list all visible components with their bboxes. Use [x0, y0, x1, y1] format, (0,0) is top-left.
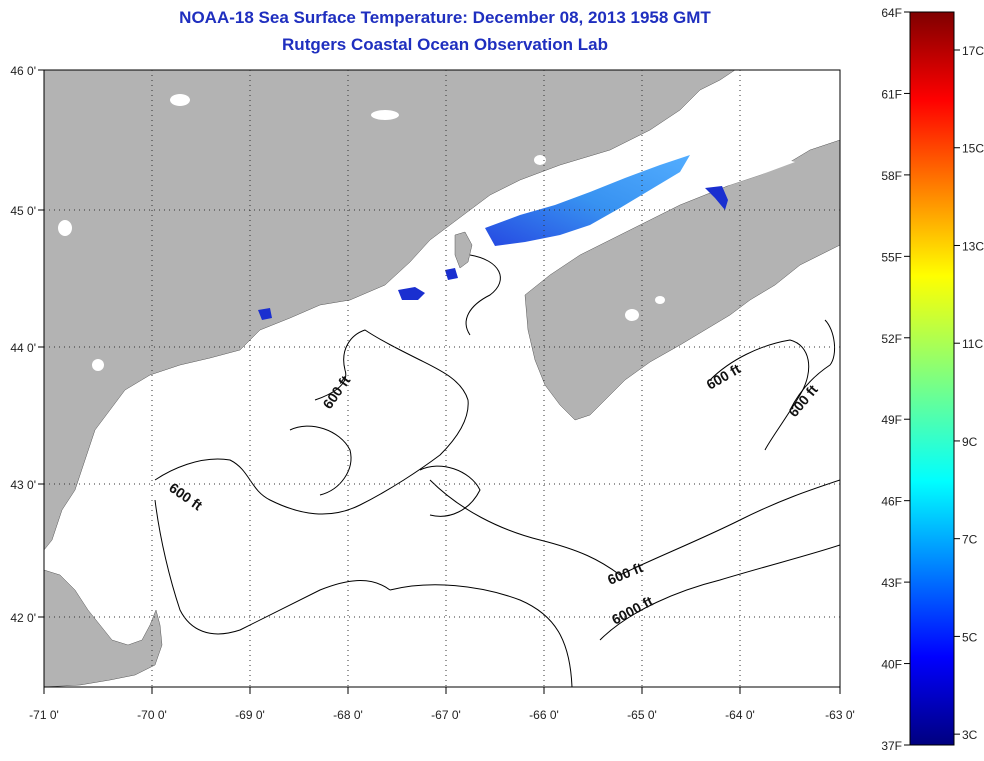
colorbar-label-f: 49F	[881, 413, 902, 427]
lon-tick-label: -71 0'	[29, 708, 59, 722]
lat-tick-label: 45 0'	[10, 204, 36, 218]
land-cape-cod	[44, 569, 163, 687]
land-mainland	[44, 70, 736, 551]
colorbar-label-c: 3C	[962, 728, 978, 742]
depth-contours	[154, 254, 840, 687]
colorbar-label-c: 9C	[962, 435, 978, 449]
colorbar-label-f: 55F	[881, 250, 902, 264]
lake	[92, 359, 104, 371]
lake	[655, 296, 665, 304]
lon-tick-label: -70 0'	[137, 708, 167, 722]
colorbar-label-c: 13C	[962, 239, 984, 253]
colorbar	[909, 11, 955, 746]
land-nova-scotia	[524, 139, 840, 421]
colorbar-label-f: 37F	[881, 739, 902, 753]
colorbar-label-c: 15C	[962, 142, 984, 156]
colorbar-label-c: 5C	[962, 630, 978, 644]
lon-tick-label: -66 0'	[529, 708, 559, 722]
lake	[170, 94, 190, 106]
colorbar-label-f: 58F	[881, 169, 902, 183]
sst-data-patch-small	[398, 287, 425, 300]
colorbar-label-f: 61F	[881, 87, 902, 101]
sst-data-patch-small	[445, 268, 458, 280]
lat-tick-label: 46 0'	[10, 64, 36, 78]
map-title: NOAA-18 Sea Surface Temperature: Decembe…	[179, 8, 711, 27]
colorbar-label-f: 64F	[881, 6, 902, 20]
lon-tick-label: -65 0'	[627, 708, 657, 722]
sst-data-patch-small	[258, 308, 272, 320]
lon-tick-label: -69 0'	[235, 708, 265, 722]
colorbar-label-f: 46F	[881, 495, 902, 509]
lon-tick-label: -63 0'	[825, 708, 855, 722]
colorbar-label-f: 43F	[881, 576, 902, 590]
sst-data-patch-small	[705, 186, 728, 210]
lat-tick-label: 44 0'	[10, 341, 36, 355]
colorbar-label-f: 52F	[881, 332, 902, 346]
lake	[534, 155, 546, 165]
land-grand-manan	[454, 231, 473, 269]
lon-tick-label: -67 0'	[431, 708, 461, 722]
sst-data-patch	[485, 155, 690, 246]
lon-tick-label: -68 0'	[333, 708, 363, 722]
map-subtitle: Rutgers Coastal Ocean Observation Lab	[282, 35, 608, 54]
lon-tick-label: -64 0'	[725, 708, 755, 722]
lat-tick-label: 43 0'	[10, 478, 36, 492]
colorbar-label-f: 40F	[881, 658, 902, 672]
map-border	[43, 69, 841, 688]
lake	[371, 110, 399, 120]
colorbar-label-c: 11C	[962, 337, 983, 351]
colorbar-label-c: 17C	[962, 44, 984, 58]
colorbar-label-c: 7C	[962, 533, 978, 547]
lake	[58, 220, 72, 236]
lake	[625, 309, 639, 321]
lat-tick-label: 42 0'	[10, 611, 36, 625]
